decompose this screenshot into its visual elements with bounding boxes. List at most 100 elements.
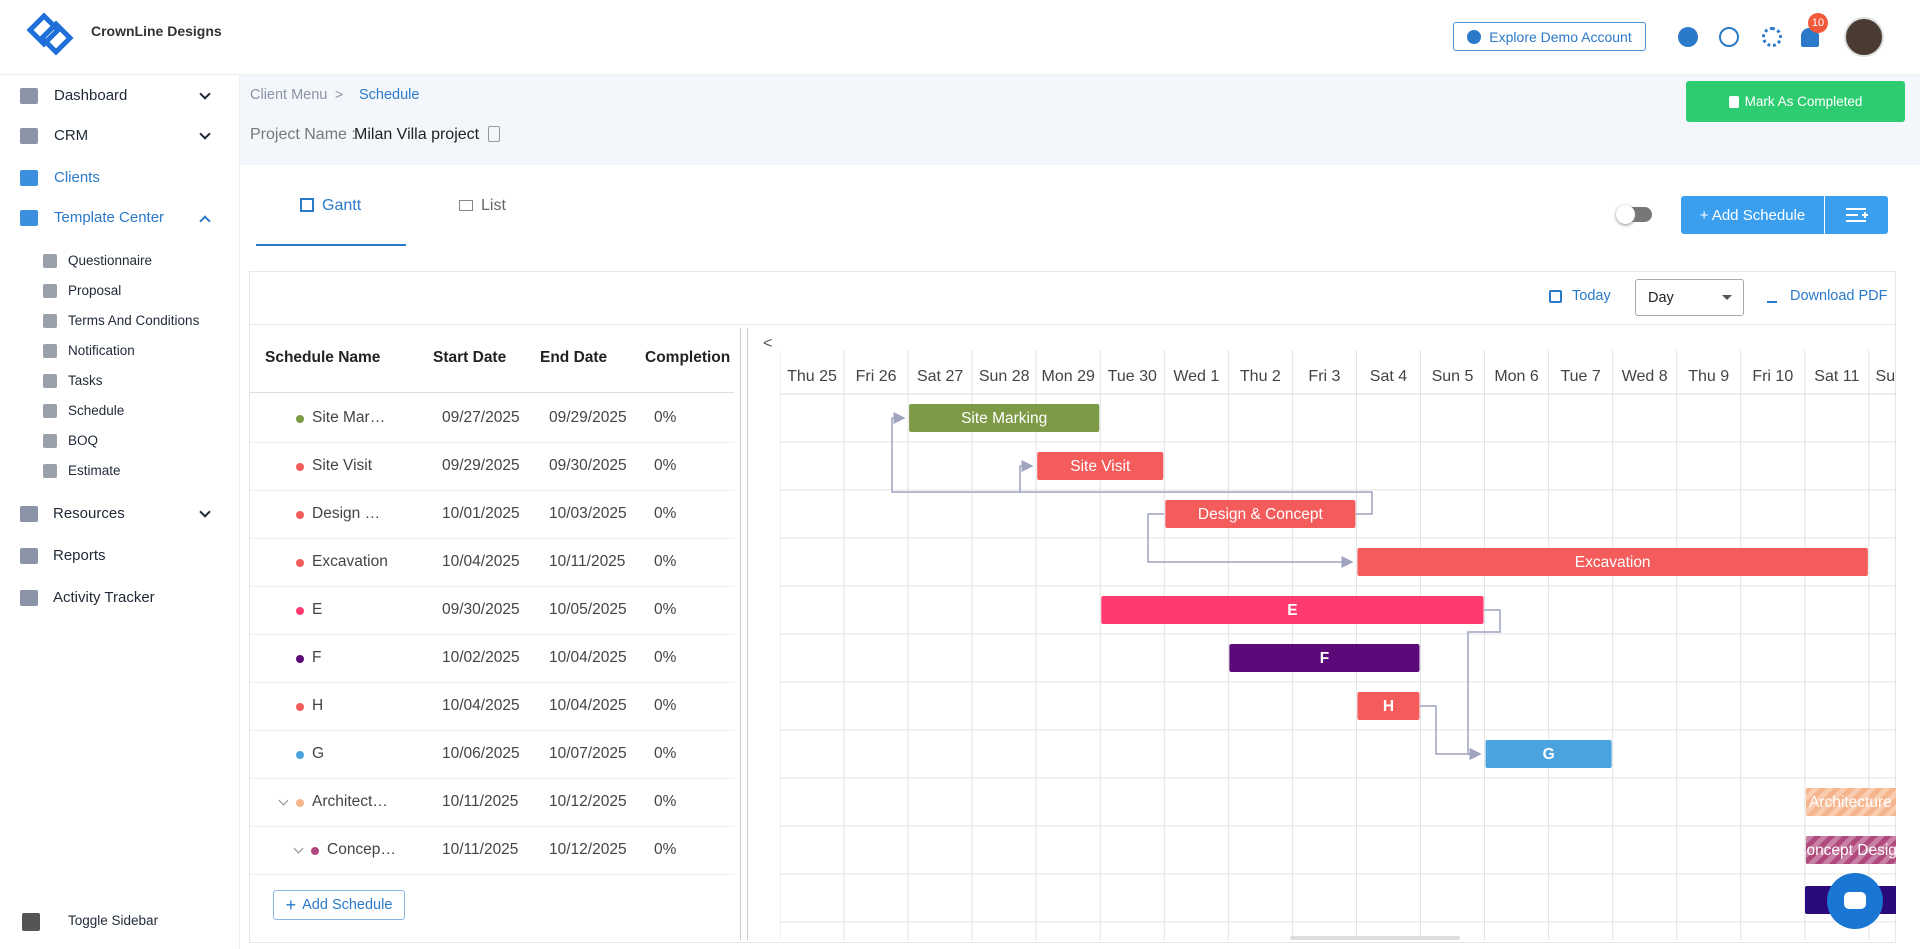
start-date: 09/29/2025 <box>442 457 520 474</box>
tab[interactable]: Gantt <box>322 197 362 214</box>
collapse-arrow[interactable]: < <box>763 335 773 352</box>
sidebar-icon <box>43 434 57 448</box>
gantt-chart: Thu 25 Fri 26 Sat 27 Sun 28 Mon 29 Tue 30 Wed … <box>780 350 1896 940</box>
start-date: 09/27/2025 <box>442 409 520 426</box>
avatar[interactable] <box>1844 17 1884 57</box>
chat-button[interactable] <box>1827 873 1883 929</box>
sidebar-item[interactable]: CRM <box>54 127 89 144</box>
date-label: Tue 7 <box>1560 368 1600 385</box>
toolbar-divider <box>249 324 1896 325</box>
sidebar-item[interactable]: Dashboard <box>54 87 128 104</box>
project-bar <box>240 75 1920 165</box>
sidebar-subitem[interactable]: Notification <box>68 343 135 358</box>
view-select[interactable]: Day <box>1635 279 1744 316</box>
sidebar-subitem[interactable]: BOQ <box>68 433 99 448</box>
demo-button[interactable]: Explore Demo Account <box>1453 22 1646 51</box>
sidebar-item[interactable]: Resources <box>53 505 125 522</box>
sidebar-subitem[interactable]: Schedule <box>68 403 125 418</box>
menu-button[interactable] <box>1825 196 1888 234</box>
status-dot <box>296 751 304 759</box>
status-dot <box>296 559 304 567</box>
dependency <box>1420 705 1482 760</box>
sidebar-subitem[interactable]: Questionnaire <box>68 253 153 268</box>
schedule-table: Schedule Name Start Date End Date Completio… <box>250 330 734 880</box>
bell-icon[interactable] <box>1801 28 1819 47</box>
status-dot <box>296 655 304 663</box>
copy-icon[interactable] <box>488 126 500 142</box>
start-date: 10/11/2025 <box>442 841 519 858</box>
add-schedule-button[interactable]: + Add Schedule <box>1681 196 1824 234</box>
bar-label: Concept Design <box>1795 842 1896 859</box>
task-name: Design & Concept <box>312 505 390 522</box>
task-name: E <box>312 601 323 618</box>
sidebar-subitem[interactable]: Proposal <box>68 283 122 298</box>
task-name: Site Marking <box>312 409 390 426</box>
mark-completed-button[interactable]: Mark As Completed <box>1686 81 1905 122</box>
add-schedule-link[interactable]: + Add Schedule <box>273 890 405 920</box>
date-label: Thu 9 <box>1688 368 1729 385</box>
toggle[interactable] <box>1616 205 1652 224</box>
start-date: 10/04/2025 <box>442 697 520 714</box>
completion: 0% <box>654 601 677 618</box>
globe-icon[interactable] <box>1719 27 1739 47</box>
sidebar-subitem[interactable]: Tasks <box>68 373 103 388</box>
sidebar-item[interactable]: Reports <box>53 547 106 564</box>
date-label: Mon 6 <box>1494 368 1539 385</box>
start-date: 10/06/2025 <box>442 745 520 762</box>
today-button[interactable]: Today <box>1572 288 1611 304</box>
top-bar <box>0 0 1920 75</box>
breadcrumb-sep: > <box>335 86 344 102</box>
sidebar-item[interactable]: Clients <box>54 169 100 186</box>
table-row <box>250 443 734 491</box>
table-row <box>250 731 734 779</box>
date-label: Thu 25 <box>787 368 837 385</box>
bar-label: Site Visit <box>1070 458 1131 475</box>
gantt-svg: Thu 25 Fri 26 Sat 27 Sun 28 Mon 29 Tue 30 Wed … <box>780 350 1896 940</box>
date-label: Sat 4 <box>1370 368 1407 385</box>
tab[interactable]: List <box>481 197 506 214</box>
sidebar-subitem[interactable]: Terms And Conditions <box>68 313 200 328</box>
table-row <box>250 587 734 635</box>
task-name: Concept Design <box>327 841 398 858</box>
dependency <box>1147 513 1354 568</box>
breadcrumb[interactable]: Schedule <box>359 87 420 103</box>
user-icon[interactable] <box>1678 27 1698 47</box>
end-date: 10/03/2025 <box>549 505 627 522</box>
dependencies <box>891 412 1501 760</box>
bar-label: Architecture <box>1809 794 1892 811</box>
settings-icon[interactable] <box>1762 27 1782 47</box>
end-date: 10/07/2025 <box>549 745 627 762</box>
mark-completed-label: Mark As Completed <box>1744 94 1863 109</box>
download-icon <box>1767 289 1777 303</box>
date-label: Mon 29 <box>1042 368 1095 385</box>
sidebar-icon <box>43 464 57 478</box>
end-date: 10/04/2025 <box>549 649 627 666</box>
status-dot <box>296 463 304 471</box>
end-date: 10/12/2025 <box>549 841 627 858</box>
column-header: Start Date <box>433 349 507 366</box>
date-label: Thu 2 <box>1240 368 1281 385</box>
dependency <box>891 412 1373 515</box>
sidebar-toggle[interactable]: Toggle Sidebar <box>68 913 159 928</box>
calendar-icon <box>1549 290 1562 303</box>
status-dot <box>311 847 319 855</box>
date-label: Sun 28 <box>979 368 1030 385</box>
table-row <box>250 779 734 827</box>
sidebar-item[interactable]: Activity Tracker <box>53 589 155 606</box>
project-name: Milan Villa project <box>354 126 480 143</box>
menu-icon <box>1845 208 1868 222</box>
end-date: 10/05/2025 <box>549 601 627 618</box>
header-divider <box>250 392 734 393</box>
tab-underline <box>256 244 406 246</box>
bar-stripes <box>1805 836 1896 864</box>
table-row <box>250 683 734 731</box>
date-label: Sat 27 <box>917 368 963 385</box>
status-dot <box>296 799 304 807</box>
table-row <box>250 539 734 587</box>
gantt-bar <box>1037 452 1164 480</box>
sidebar-subitem[interactable]: Estimate <box>68 463 121 478</box>
sidebar-item[interactable]: Template Center <box>54 209 165 226</box>
completion: 0% <box>654 505 677 522</box>
download-button[interactable]: Download PDF <box>1790 288 1888 304</box>
breadcrumb[interactable]: Client Menu <box>250 87 328 103</box>
